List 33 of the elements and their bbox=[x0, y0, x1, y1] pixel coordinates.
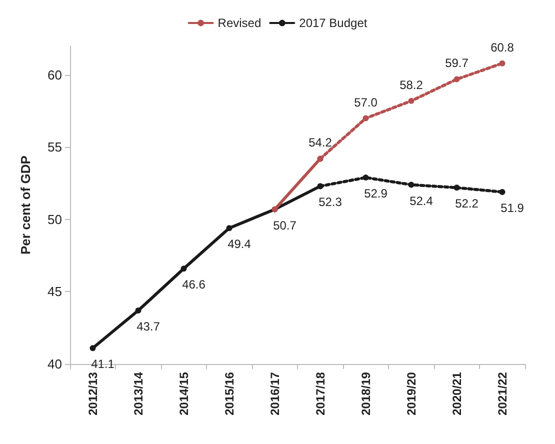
legend-label: Revised bbox=[218, 16, 262, 30]
data-label: 60.8 bbox=[490, 40, 514, 54]
x-tick-label: 2017/18 bbox=[313, 372, 328, 416]
x-tick-label: 2019/20 bbox=[404, 372, 418, 416]
data-label: 54.2 bbox=[308, 136, 332, 150]
y-tick-label: 55 bbox=[48, 140, 62, 155]
data-label: 46.6 bbox=[182, 278, 206, 292]
y-tick-label: 50 bbox=[48, 212, 62, 227]
data-label: 58.2 bbox=[400, 78, 424, 92]
data-label: 43.7 bbox=[136, 320, 160, 334]
data-label: 50.7 bbox=[273, 218, 297, 232]
data-label: 49.4 bbox=[228, 237, 252, 252]
data-label: 57.0 bbox=[354, 95, 378, 110]
y-tick-label: 40 bbox=[48, 356, 62, 372]
x-tick-label: 2020/21 bbox=[450, 372, 464, 416]
x-tick-label: 2014/15 bbox=[176, 372, 191, 416]
x-tick-label: 2021/22 bbox=[495, 372, 510, 416]
data-label: 59.7 bbox=[445, 56, 469, 70]
y-axis-title: Per cent of GDP bbox=[18, 155, 33, 254]
x-tick-label: 2018/19 bbox=[358, 372, 373, 416]
legend-label: 2017 Budget bbox=[299, 16, 368, 30]
x-tick-label: 2012/13 bbox=[86, 372, 100, 416]
y-tick-label: 60 bbox=[48, 67, 62, 82]
data-label: 52.9 bbox=[364, 186, 388, 201]
data-label: 51.9 bbox=[500, 200, 524, 215]
x-tick-label: 2013/14 bbox=[131, 372, 146, 416]
data-label: 52.3 bbox=[318, 195, 342, 210]
x-tick-label: 2015/16 bbox=[222, 372, 236, 416]
data-label: 41.1 bbox=[91, 357, 115, 372]
x-tick-label: 2016/17 bbox=[268, 372, 282, 416]
data-label: 52.2 bbox=[455, 196, 479, 211]
y-tick-label: 45 bbox=[48, 284, 62, 300]
data-label: 52.4 bbox=[410, 194, 434, 208]
